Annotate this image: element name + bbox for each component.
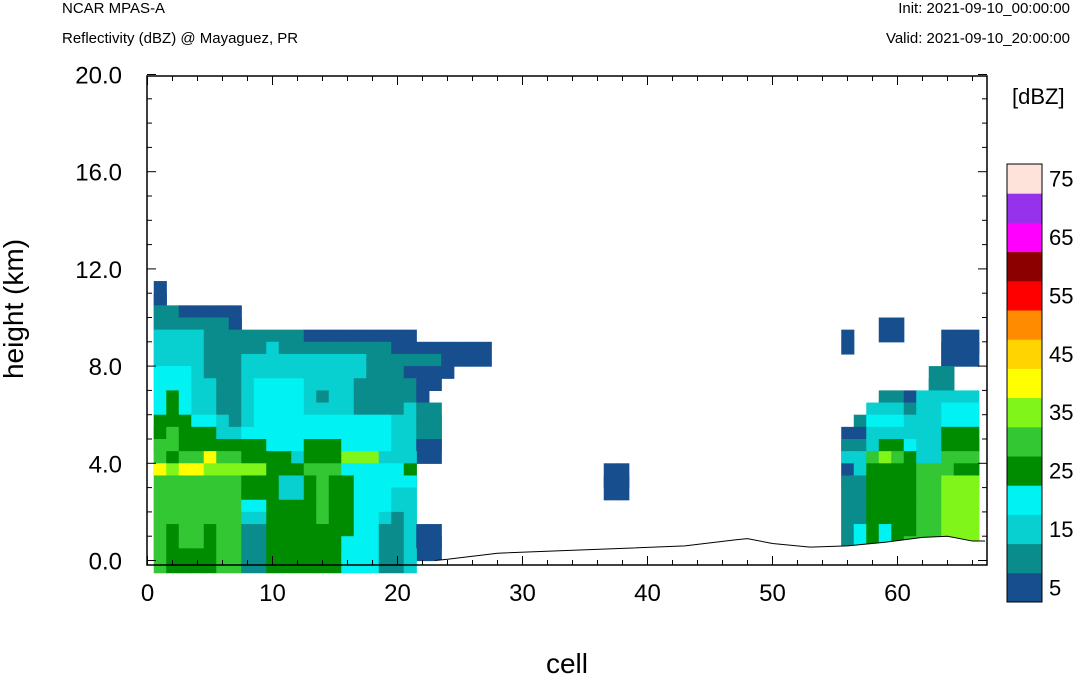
x-tick-label: 60 [884,580,911,607]
colorbar-swatch [1007,543,1042,574]
reflectivity-cell [378,548,392,574]
reflectivity-cell [878,317,892,343]
plot-frame [146,75,988,566]
reflectivity-cell [453,341,467,367]
terrain-layer [434,535,985,564]
colorbar-swatch [1007,310,1042,340]
reflectivity-cell [303,548,317,574]
colorbar-swatch [1007,514,1042,545]
colorbar-label: 25 [1049,459,1073,484]
y-tick-label: 8.0 [89,354,122,381]
reflectivity-cell [278,548,292,574]
colorbar: 5 15 25 35 45 55 65 75 [1006,163,1073,603]
colorbar-swatch [1007,397,1042,428]
y-axis-title: height (km) [0,239,29,379]
colorbar-label: 65 [1049,225,1073,250]
colorbar-label: 75 [1049,167,1073,192]
y-tick-label: 4.0 [89,451,122,478]
colorbar-label: 55 [1049,283,1073,308]
colorbar-swatch [1007,456,1042,486]
colorbar-swatch [1007,485,1042,515]
reflectivity-cells [153,281,980,574]
x-tick-label: 40 [634,580,661,607]
init-time: Init: 2021-09-10_00:00:00 [898,0,1070,17]
y-tick-label: 0.0 [89,549,122,576]
colorbar-swatch [1007,251,1042,282]
colorbar-unit: [dBZ] [1012,84,1065,109]
reflectivity-cell [616,475,630,501]
y-tick-label: 20.0 [75,63,122,90]
x-tick-label: 0 [141,580,154,607]
reflectivity-cell [428,366,442,391]
reflectivity-cell [253,548,267,574]
reflectivity-cell [891,317,905,343]
model-name: NCAR MPAS-A [62,0,166,17]
reflectivity-cell [203,548,217,574]
reflectivity-cell [953,341,967,367]
reflectivity-cell [466,341,480,367]
x-axis-title: cell [546,648,588,677]
colorbar-swatch [1007,222,1042,253]
terrain-mask [435,536,985,564]
colorbar-label: 15 [1049,517,1073,542]
x-tick-label: 30 [509,580,536,607]
reflectivity-cell [328,548,342,574]
reflectivity-cell [478,341,492,367]
reflectivity-cell [428,536,442,562]
colorbar-label: 5 [1049,575,1061,600]
colorbar-frame [1006,163,1043,603]
reflectivity-cell [416,536,430,562]
plot-axes: 0 10 20 30 40 50 60 0.0 4.0 8.0 12.0 16.0 20.0 [75,63,988,607]
reflectivity-cell [178,548,192,574]
reflectivity-cell [966,341,980,367]
reflectivity-cell [441,353,455,379]
reflectivity-cell [603,475,617,501]
colorbar-swatch [1007,368,1042,399]
colorbar-swatch [1007,280,1042,311]
reflectivity-cell [228,548,242,574]
y-tick-label: 12.0 [75,257,122,284]
colorbar-swatch [1007,339,1042,369]
reflectivity-cell [153,548,167,574]
reflectivity-cell [841,329,855,355]
reflectivity-cell [353,548,367,574]
colorbar-swatch [1007,164,1042,194]
x-tick-label: 10 [259,580,286,607]
x-tick-label: 50 [759,580,786,607]
colorbar-swatch [1007,426,1042,457]
reflectivity-cell [428,439,442,464]
terrain-line [434,535,985,561]
reflectivity-cell [416,439,430,464]
colorbar-swatch [1007,572,1042,603]
reflectivity-cell [403,548,417,574]
valid-time: Valid: 2021-09-10_20:00:00 [885,30,1070,47]
colorbar-label: 45 [1049,342,1073,367]
colorbar-swatch [1007,193,1042,223]
x-tick-label: 20 [384,580,411,607]
y-tick-label: 16.0 [75,160,122,187]
colorbar-label: 35 [1049,400,1073,425]
field-title: Reflectivity (dBZ) @ Mayaguez, PR [62,30,299,47]
